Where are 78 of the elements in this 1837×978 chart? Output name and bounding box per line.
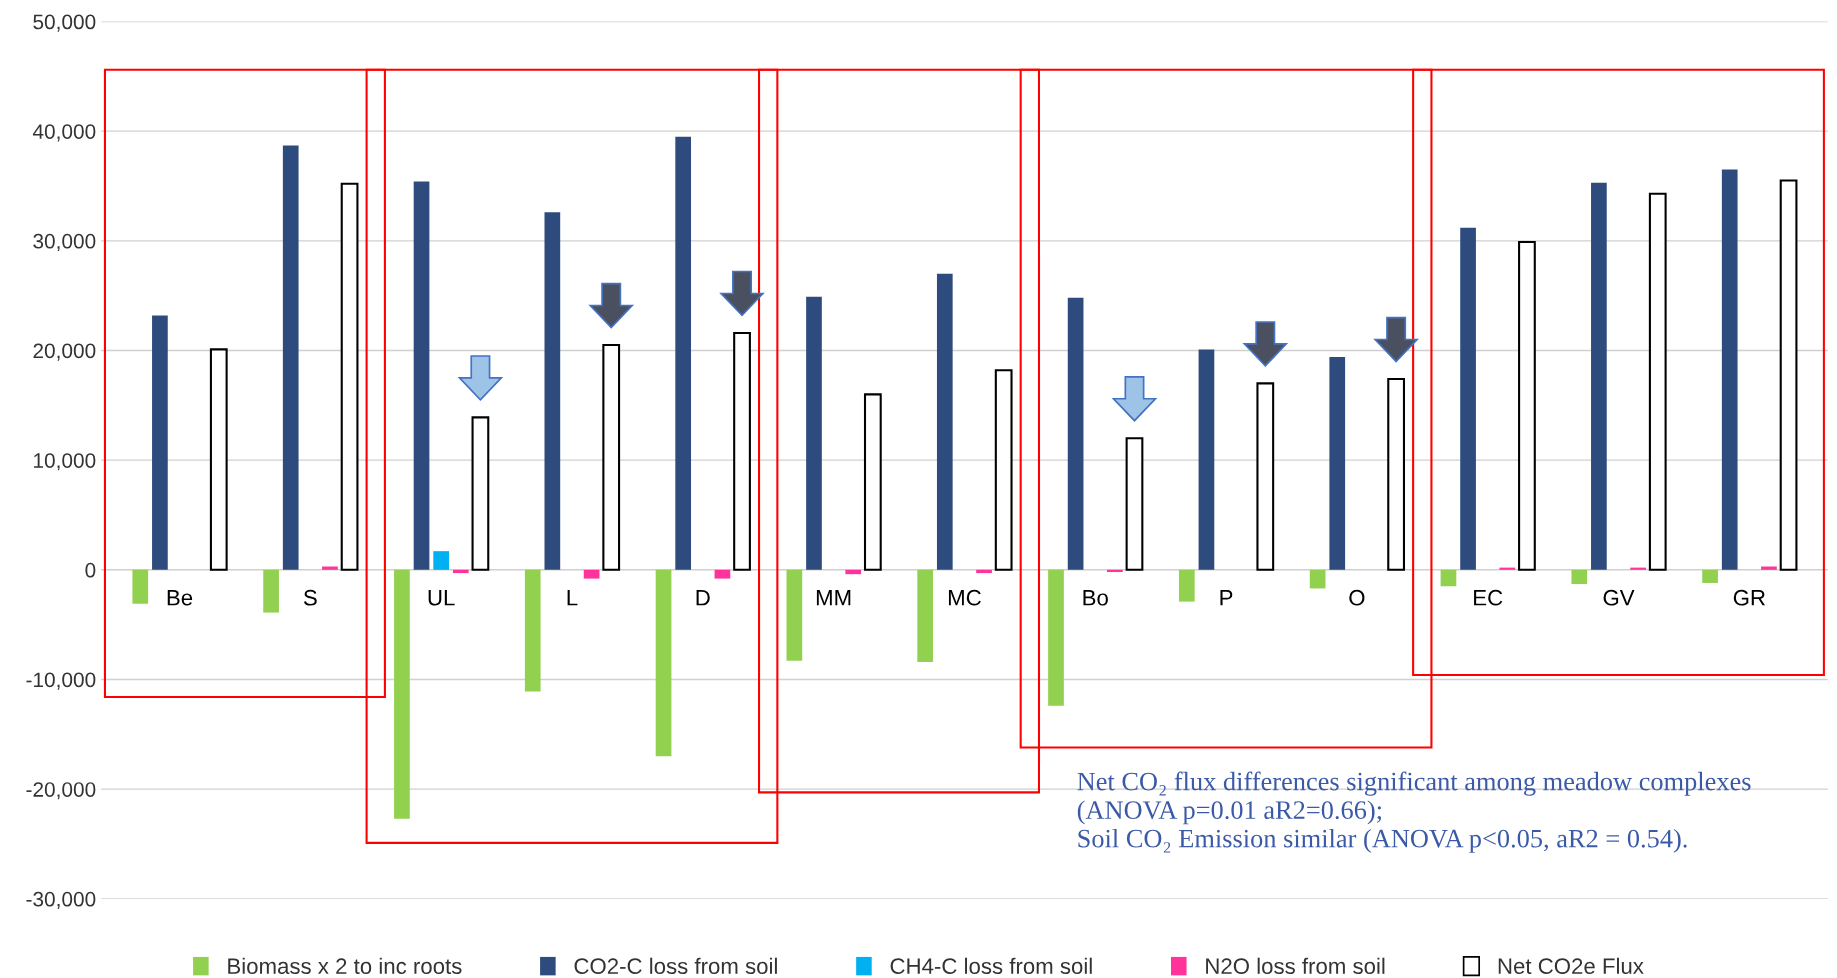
y-tick-label: 0: [85, 562, 96, 578]
bar: [433, 551, 450, 570]
bar: [1761, 566, 1777, 570]
bar: [394, 569, 410, 819]
legend-label: CH4-C loss from soil: [890, 957, 1092, 975]
x-tick-label: O: [1349, 589, 1365, 606]
x-tick-label: MC: [948, 589, 981, 606]
bar: [1571, 569, 1588, 585]
bar: [917, 569, 934, 662]
bar: [340, 182, 359, 571]
bar: [263, 569, 279, 613]
legend-label: CO2-C loss from soil: [574, 957, 777, 975]
bar: [152, 315, 168, 570]
y-tick-label: 40,000: [32, 124, 96, 142]
bar: [1125, 437, 1144, 571]
bar: [413, 181, 430, 570]
x-tick-label: P: [1220, 590, 1233, 606]
bar: [936, 273, 953, 570]
legend-label: N2O loss from soil: [1206, 957, 1385, 975]
y-tick-label: -30,000: [26, 891, 96, 909]
x-tick-label: GV: [1603, 589, 1635, 606]
y-tick-label: -10,000: [26, 672, 96, 690]
y-tick-label: -20,000: [26, 782, 96, 800]
bar: [733, 331, 751, 571]
bar: [1178, 569, 1195, 602]
bar: [1648, 192, 1667, 571]
bar: [714, 569, 731, 579]
x-tick-label: D: [696, 590, 710, 606]
x-tick-label: S: [303, 589, 317, 606]
bar: [1309, 569, 1326, 589]
x-tick-label: EC: [1474, 589, 1503, 606]
bar: [583, 569, 600, 579]
bar: [1067, 297, 1084, 570]
bar: [655, 569, 672, 757]
bar: [524, 569, 541, 692]
bar: [209, 348, 228, 571]
bar: [994, 369, 1013, 571]
bar: [1107, 569, 1123, 572]
bar: [1721, 169, 1738, 570]
bar: [845, 569, 862, 575]
y-tick-label: 20,000: [33, 343, 96, 361]
bar: [132, 569, 149, 604]
bar: [471, 416, 490, 571]
bar: [1499, 567, 1516, 570]
y-tick-label: 50,000: [33, 14, 96, 32]
x-tick-label: GR: [1733, 589, 1765, 606]
x-tick-label: MM: [816, 590, 851, 606]
bar: [976, 569, 992, 574]
bar: [1256, 382, 1275, 571]
bar: [1440, 569, 1457, 587]
bar: [282, 145, 299, 570]
x-tick-label: Bo: [1083, 590, 1108, 606]
x-tick-label: UL: [428, 590, 455, 606]
bar: [675, 136, 692, 570]
bar: [1460, 227, 1476, 570]
annotation: Net CO₂ flux differences significant among meadow complexes (ANOVA p=0.01 aR2=0.66); Soil CO₂ Emission similar (ANOVA p<0.05, aR2 = 0.54).: [1077, 771, 1751, 853]
legend-label: Biomass x 2 to inc roots: [228, 957, 462, 975]
bar: [786, 569, 803, 661]
bar: [1329, 357, 1346, 570]
bar: [1198, 349, 1215, 570]
x-tick-label: Be: [167, 590, 193, 606]
bar: [1630, 567, 1646, 570]
bar: [1779, 179, 1798, 571]
x-tick-label: L: [567, 590, 578, 606]
bar: [602, 343, 621, 571]
bar: [1518, 240, 1536, 571]
bar: [1048, 569, 1064, 706]
bar: [806, 296, 822, 570]
bar: [322, 566, 338, 570]
legend-label: Net CO2e Flux: [1498, 957, 1644, 975]
bar: [863, 393, 882, 571]
bar: [1591, 182, 1607, 570]
y-tick-label: 30,000: [33, 233, 96, 252]
y-tick-label: 10,000: [34, 453, 96, 471]
bar: [1387, 377, 1406, 571]
bar: [1702, 569, 1718, 583]
bar: [544, 212, 561, 570]
bar: [452, 569, 469, 574]
